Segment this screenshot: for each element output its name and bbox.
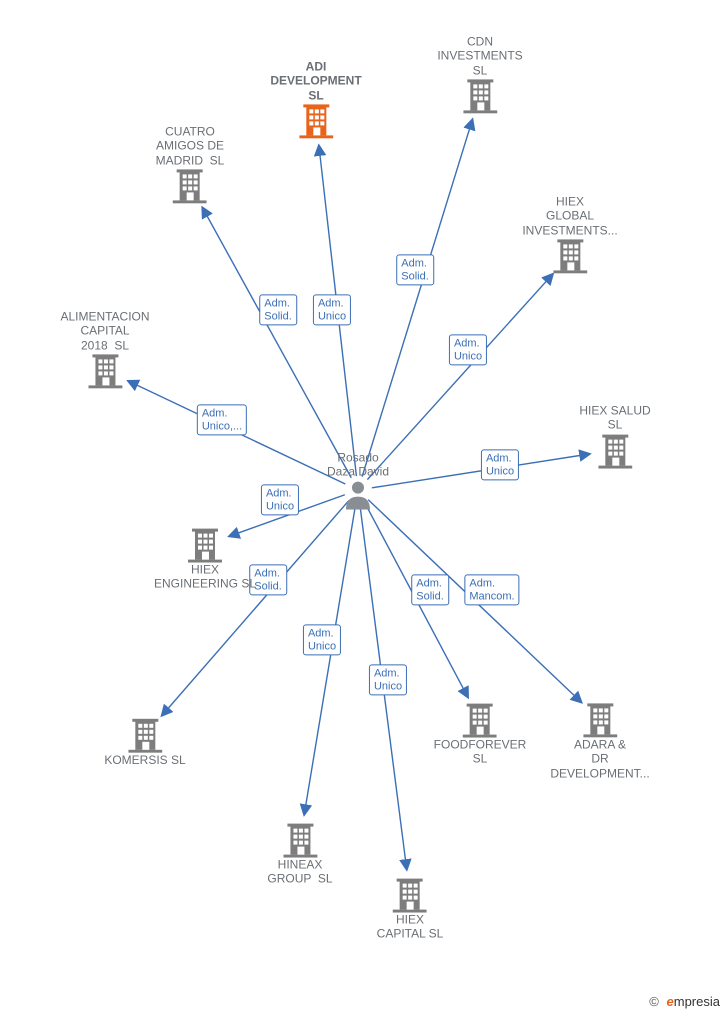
company-label: HIEX CAPITAL SL [377, 913, 444, 942]
edge-label: Adm. Solid. [411, 574, 449, 605]
central-person-label: Rosado Daza David [327, 451, 389, 480]
company-node: FOODFOREVER SL [434, 702, 527, 767]
edge-label: Adm. Unico [369, 664, 407, 695]
company-label: HINEAX GROUP SL [267, 858, 332, 887]
edge-label: Adm. Unico [261, 484, 299, 515]
edge-label: Adm. Solid. [249, 564, 287, 595]
edge-line [367, 274, 552, 479]
edge-label: Adm. Solid. [396, 254, 434, 285]
company-label: ALIMENTACION CAPITAL 2018 SL [60, 309, 149, 352]
company-node: HINEAX GROUP SL [267, 822, 332, 887]
edge-label: Adm. Unico [481, 449, 519, 480]
edge-label: Adm. Unico [449, 334, 487, 365]
company-node: HIEX SALUD SL [579, 404, 650, 469]
edge-line [362, 120, 472, 477]
edge-line [162, 501, 349, 716]
company-label: KOMERSIS SL [104, 753, 185, 767]
edges-layer [0, 0, 728, 1015]
company-label: HIEX GLOBAL INVESTMENTS... [522, 194, 617, 237]
building-icon [463, 702, 497, 738]
company-node: CDN INVESTMENTS SL [437, 34, 522, 113]
edge-label: Adm. Unico [313, 294, 351, 325]
building-icon [598, 432, 632, 468]
building-icon [463, 78, 497, 114]
brand-rest: mpresia [674, 994, 720, 1009]
edge-label: Adm. Solid. [259, 294, 297, 325]
company-label: HIEX ENGINEERING SL [154, 563, 256, 592]
company-node: ADI DEVELOPMENT SL [270, 59, 361, 138]
company-label: ADARA & DR DEVELOPMENT... [550, 737, 649, 780]
building-icon [88, 353, 122, 389]
building-icon [583, 701, 617, 737]
edge-label: Adm. Unico,... [197, 404, 247, 435]
network-diagram: © empresia Adm. Unico Adm. Solid. Adm. Sol… [0, 0, 728, 1015]
building-icon [283, 822, 317, 858]
central-person-node: Rosado Daza David [327, 451, 389, 510]
footer: © empresia [649, 994, 720, 1009]
company-label: HIEX SALUD SL [579, 404, 650, 433]
company-node: ADARA & DR DEVELOPMENT... [550, 701, 649, 780]
brand-letter: e [667, 994, 674, 1009]
company-node: HIEX ENGINEERING SL [154, 527, 256, 592]
company-label: CUATRO AMIGOS DE MADRID SL [156, 124, 225, 167]
company-node: HIEX CAPITAL SL [377, 877, 444, 942]
company-node: KOMERSIS SL [104, 717, 185, 767]
company-node: HIEX GLOBAL INVESTMENTS... [522, 194, 617, 273]
edge-label: Adm. Mancom. [464, 574, 519, 605]
edge-label: Adm. Unico [303, 624, 341, 655]
company-node: CUATRO AMIGOS DE MADRID SL [156, 124, 225, 203]
building-icon [553, 238, 587, 274]
person-icon [344, 479, 372, 509]
company-label: FOODFOREVER SL [434, 738, 527, 767]
company-node: ALIMENTACION CAPITAL 2018 SL [60, 309, 149, 388]
copyright-symbol: © [649, 994, 659, 1009]
building-icon [188, 527, 222, 563]
building-icon [128, 717, 162, 753]
edge-line [304, 504, 355, 815]
company-label: ADI DEVELOPMENT SL [270, 59, 361, 102]
company-label: CDN INVESTMENTS SL [437, 34, 522, 77]
building-icon [393, 877, 427, 913]
edge-line [203, 208, 352, 478]
building-icon [299, 103, 333, 139]
building-icon [173, 168, 207, 204]
